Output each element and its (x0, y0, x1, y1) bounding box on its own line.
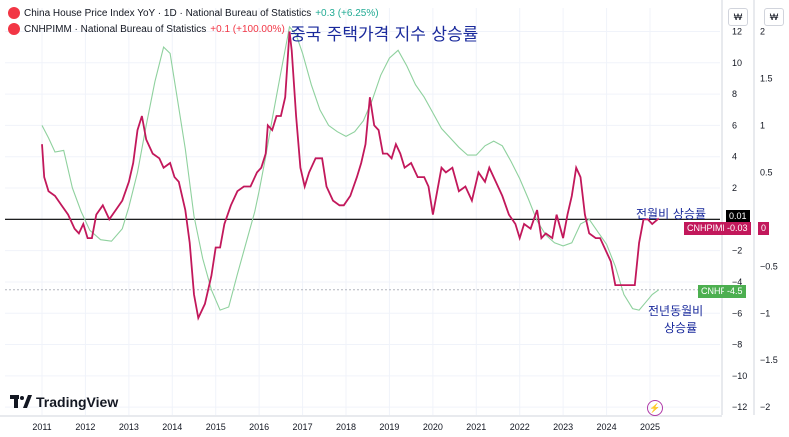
right-axis-tick-label: −2 (760, 402, 770, 412)
lightning-icon[interactable]: ⚡ (647, 400, 663, 416)
right-axis-tick-label: −1.5 (760, 355, 778, 365)
mom-last-badge: -0.03 (724, 222, 751, 235)
tradingview-logo-icon (10, 395, 32, 408)
x-tick-label: 2024 (597, 422, 617, 432)
x-tick-label: 2011 (32, 422, 51, 432)
legend-item-yoy[interactable]: China House Price Index YoY · 1D · Natio… (8, 7, 379, 19)
right-axis-tick-label: 1 (760, 120, 765, 130)
tradingview-logo-text: TradingView (36, 394, 119, 410)
chart-title-annotation: 중국 주택가격 지수 상승률 (290, 25, 479, 45)
x-tick-label: 2022 (510, 422, 530, 432)
x-tick-label: 2019 (379, 422, 399, 432)
x-tick-label: 2014 (162, 422, 182, 432)
series-line-yoy (41, 25, 660, 311)
left-axis-tick-label: 10 (732, 58, 742, 68)
legend-dot-icon (8, 7, 20, 19)
x-tick-label: 2021 (466, 422, 486, 432)
x-tick-label: 2020 (423, 422, 443, 432)
legend-change: +0.1 (+100.00%) (210, 23, 285, 35)
left-axis-tick-label: 6 (732, 120, 737, 130)
legend-change: +0.3 (+6.25%) (315, 7, 379, 19)
right-axis-tick-label: 1.5 (760, 73, 773, 83)
legend-dot-icon (8, 23, 20, 35)
axes: 2011 2012 2013 2014 2015 2016 2017 2018 2019 2020… (0, 0, 778, 432)
right-axis-tick-label: 0.5 (760, 167, 773, 177)
left-axis-tick-label: 12 (732, 26, 742, 36)
left-axis-tick-label: −10 (732, 371, 747, 381)
x-tick-label: 2017 (293, 422, 313, 432)
x-tick-label: 2012 (75, 422, 95, 432)
left-axis-tick-label: 8 (732, 89, 737, 99)
left-axis-tick-label: −12 (732, 402, 747, 412)
x-tick-label: 2018 (336, 422, 356, 432)
left-axis-tick-label: −4 (732, 277, 742, 287)
series-lines (5, 25, 720, 321)
right-axis-tick-label: −0.5 (760, 261, 778, 271)
x-tick-label: 2016 (249, 422, 269, 432)
tradingview-logo[interactable]: TradingView (10, 394, 118, 410)
yoy-last-badge: -4.5 (724, 285, 746, 298)
left-axis-tick-label: 4 (732, 152, 737, 162)
left-axis-currency-button[interactable]: ₩ (728, 8, 748, 26)
mom-annotation: 전월비 상승률 (636, 207, 707, 221)
legend-title: CNHPIMM · National Bureau of Statistics (24, 23, 207, 35)
x-tick-label: 2025 (640, 422, 660, 432)
mom-value-badge: 0.01 (726, 210, 750, 223)
left-axis-tick-label: 2 (732, 183, 737, 193)
x-tick-label: 2015 (206, 422, 226, 432)
left-axis-tick-label: −8 (732, 340, 742, 350)
right-axis-currency-button[interactable]: ₩ (764, 8, 784, 26)
grid (5, 8, 720, 415)
right-axis-tick-label: 2 (760, 26, 765, 36)
left-axis-tick-label: −6 (732, 308, 742, 318)
right-axis-zero-badge: 0 (758, 222, 770, 235)
legend-item-mom[interactable]: CNHPIMM · National Bureau of Statistics … (8, 23, 285, 35)
x-tick-label: 2013 (119, 422, 139, 432)
left-axis-tick-label: −2 (732, 246, 742, 256)
x-tick-label: 2023 (553, 422, 573, 432)
yoy-annotation-line2: 상승률 (664, 321, 698, 335)
yoy-name-badge: CNHPI (698, 285, 733, 298)
yoy-annotation-line1: 전년동월비 (648, 304, 704, 318)
right-axis-tick-label: −1 (760, 308, 770, 318)
legend-title: China House Price Index YoY · 1D · Natio… (24, 7, 312, 19)
mom-name-badge: CNHPIMM (684, 222, 733, 235)
series-line-mom (41, 31, 660, 321)
